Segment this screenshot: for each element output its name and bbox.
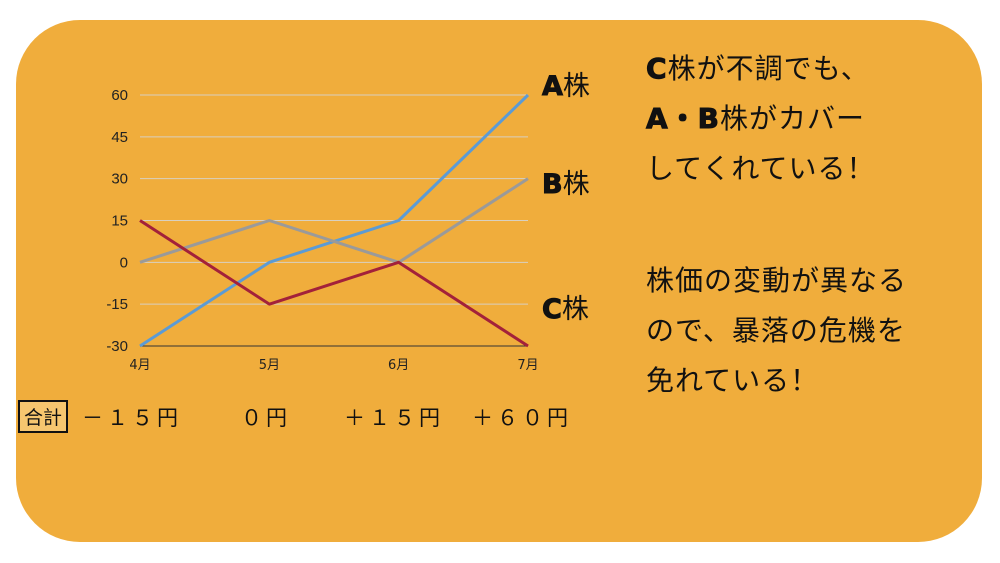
y-tick-label: 15	[111, 213, 128, 230]
x-axis-ticks: 4月 5月 6月 7月	[129, 358, 538, 373]
total-value-jul: ＋６０円	[472, 406, 572, 430]
y-axis-ticks: 60 45 30 15 0 -15 -30	[106, 87, 128, 355]
note-diversification-line2: ので、暴落の危機を	[646, 314, 906, 347]
note-coverage-line1: C株が不調でも、	[646, 52, 870, 86]
note-diversification: 株価の変動が異なる ので、暴落の危機を 免れている！	[646, 256, 907, 406]
chart-series	[139, 93, 530, 348]
y-tick-label: 30	[111, 171, 128, 188]
series-label-c-text: 株	[561, 294, 589, 325]
series-label-c: C株	[542, 287, 589, 326]
note-coverage: C株が不調でも、 A・B株がカバー してくれている！	[645, 44, 876, 194]
series-label-a: A株	[542, 64, 590, 103]
note-coverage-line3: してくれている！	[646, 152, 876, 185]
series-label-b-letter: B	[542, 169, 564, 201]
background-card	[16, 20, 982, 542]
x-tick-label: 5月	[259, 358, 280, 373]
series-line-b	[139, 177, 529, 264]
y-tick-label: 0	[120, 254, 128, 271]
series-label-b-text: 株	[562, 169, 590, 200]
series-label-a-text: 株	[562, 71, 590, 102]
x-tick-label: 6月	[388, 358, 409, 373]
total-value-jun: ＋１５円	[344, 406, 444, 430]
chart-gridlines	[140, 94, 528, 305]
x-tick-label: 4月	[129, 358, 150, 373]
total-value-apr: －１５円	[82, 406, 182, 430]
y-tick-label: -30	[106, 338, 128, 355]
note-diversification-line3: 免れている！	[646, 364, 820, 397]
totals-label: 合計	[18, 400, 69, 433]
x-tick-label: 7月	[517, 358, 538, 373]
y-tick-label: 45	[111, 129, 128, 146]
series-label-b: B株	[542, 162, 590, 201]
y-tick-label: 60	[111, 87, 128, 104]
y-tick-label: -15	[106, 296, 128, 313]
total-value-may: ０円	[241, 406, 291, 430]
series-line-c	[139, 219, 529, 348]
series-label-c-letter: C	[542, 294, 563, 326]
series-label-a-letter: A	[542, 71, 564, 103]
note-coverage-line2: A・B株がカバー	[645, 102, 866, 136]
note-diversification-line1: 株価の変動が異なる	[646, 264, 908, 297]
